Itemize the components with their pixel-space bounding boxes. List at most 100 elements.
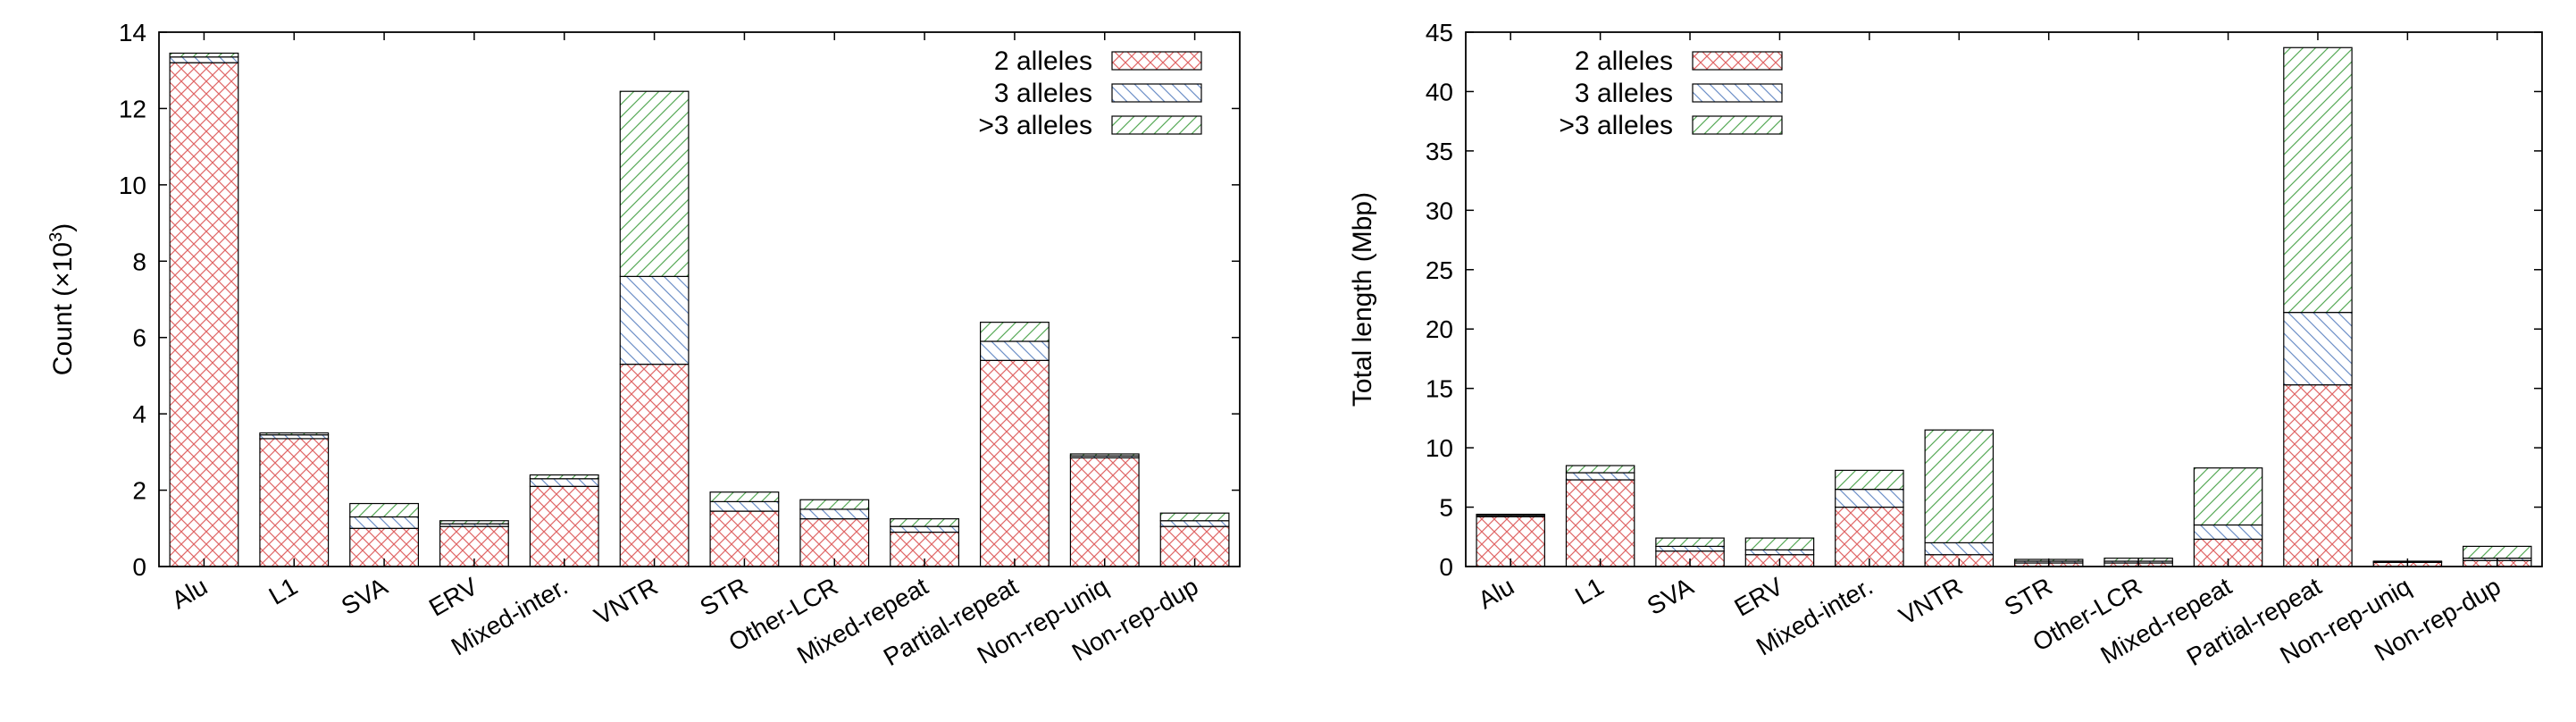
- bar-mixed-inter-3-alleles: [1835, 489, 1904, 508]
- y-tick-label: 0: [1439, 553, 1453, 581]
- bar-partial-repeat-3-alleles: [979, 340, 1050, 361]
- legend-label-2-alleles: 2 alleles: [994, 46, 1092, 76]
- legend-label-2-alleles: 2 alleles: [1575, 46, 1673, 76]
- bar-non-rep-uniq-3-alleles: [1069, 453, 1140, 457]
- bar-partial-repeat-3-alleles: [979, 322, 1050, 342]
- bar-mixed-repeat-3-alleles: [2193, 524, 2263, 541]
- x-tick-label: SVA: [1643, 572, 1699, 620]
- y-tick-label: 25: [1426, 256, 1453, 284]
- y-tick-label: 10: [119, 172, 146, 199]
- bar-non-rep-dup-3-alleles: [1159, 512, 1230, 522]
- bar-alu-2-alleles: [169, 62, 239, 567]
- bar-erv-3-alleles: [1744, 549, 1815, 556]
- legend-swatch-2-alleles: [1692, 51, 1783, 71]
- bar-non-rep-uniq-2-alleles: [1069, 457, 1140, 567]
- bar-sva-3-alleles: [1655, 537, 1725, 548]
- bar-sva-3-alleles: [1655, 545, 1725, 552]
- x-tick-label: ERV: [424, 572, 482, 622]
- bar-vntr-3-alleles: [619, 275, 690, 365]
- x-tick-label: STR: [695, 572, 752, 621]
- bar-other-lcr-3-alleles: [799, 508, 870, 520]
- x-tick-label: Alu: [1474, 572, 1519, 614]
- y-tick-label: 2: [132, 477, 146, 505]
- legend-label-3-alleles: 3 alleles: [1575, 79, 1673, 108]
- bar-mixed-repeat-3-alleles: [890, 518, 959, 527]
- y-tick-label: 4: [132, 400, 146, 428]
- bar-alu-3-alleles: [169, 56, 239, 63]
- bar-vntr-3-alleles: [1924, 429, 1995, 544]
- x-tick-label: STR: [2000, 572, 2057, 621]
- bar-mixed-repeat-3-alleles: [2193, 467, 2263, 526]
- x-tick-label: ERV: [1730, 572, 1788, 622]
- plot-frame: [158, 31, 1241, 567]
- bar-mixed-inter-2-alleles: [1835, 506, 1904, 567]
- bar-l1-2-alleles: [1565, 479, 1635, 567]
- bar-vntr-3-alleles: [619, 90, 690, 277]
- bar-str-2-alleles: [709, 510, 780, 567]
- y-tick-label: 5: [1439, 494, 1453, 522]
- bar-vntr-3-alleles: [1924, 542, 1995, 556]
- bar-non-rep-dup-3-alleles: [2463, 545, 2532, 559]
- y-tick-label: 0: [132, 553, 146, 581]
- bar-erv-3-alleles: [439, 520, 509, 525]
- bar-alu-2-alleles: [1476, 516, 1545, 567]
- y-axis-label: Count (×103): [46, 223, 78, 375]
- y-tick-label: 40: [1426, 78, 1453, 105]
- bar-mixed-inter-3-alleles: [529, 474, 599, 480]
- legend-swatch-3-alleles: [1692, 115, 1783, 135]
- legend-label-3-alleles: >3 alleles: [1559, 111, 1673, 140]
- bar-str-3-alleles: [709, 491, 780, 502]
- legend-swatch-3-alleles: [1111, 115, 1202, 135]
- bar-sva-3-alleles: [349, 502, 419, 518]
- y-tick-label: 14: [119, 19, 146, 46]
- bar-l1-3-alleles: [1565, 465, 1635, 474]
- bar-alu-3-alleles: [169, 52, 239, 58]
- bar-mixed-inter-2-alleles: [529, 485, 599, 567]
- x-tick-label: Alu: [167, 572, 213, 614]
- bar-l1-3-alleles: [1565, 472, 1635, 481]
- legend-swatch-3-alleles: [1692, 83, 1783, 103]
- y-tick-label: 8: [132, 248, 146, 275]
- legend-label-3-alleles: 3 alleles: [994, 79, 1092, 108]
- bar-alu-3-alleles: [1476, 513, 1545, 516]
- bar-l1-3-alleles: [259, 432, 330, 436]
- legend-swatch-2-alleles: [1111, 51, 1202, 71]
- legend-label-3-alleles: >3 alleles: [978, 111, 1092, 140]
- y-tick-label: 6: [132, 324, 146, 352]
- plot-frame: [1465, 31, 2543, 567]
- y-tick-label: 30: [1426, 197, 1453, 224]
- bar-mixed-inter-3-alleles: [529, 478, 599, 487]
- y-axis-label: Total length (Mbp): [1348, 192, 1377, 407]
- y-tick-label: 12: [119, 95, 146, 122]
- bar-l1-2-alleles: [259, 438, 330, 567]
- bar-partial-repeat-2-alleles: [979, 359, 1050, 567]
- bar-other-lcr-3-alleles: [799, 499, 870, 510]
- y-tick-label: 35: [1426, 138, 1453, 165]
- bar-vntr-2-alleles: [619, 364, 690, 567]
- bar-sva-3-alleles: [349, 516, 419, 529]
- x-tick-label: VNTR: [1894, 572, 1968, 630]
- bar-str-3-alleles: [709, 500, 780, 512]
- y-tick-label: 20: [1426, 315, 1453, 343]
- bar-mixed-inter-3-alleles: [1835, 469, 1904, 491]
- legend-swatch-3-alleles: [1111, 83, 1202, 103]
- bar-mixed-repeat-3-alleles: [890, 525, 959, 533]
- bar-partial-repeat-2-alleles: [2283, 384, 2353, 567]
- bar-partial-repeat-3-alleles: [2283, 46, 2353, 314]
- y-tick-label: 15: [1426, 375, 1453, 403]
- y-tick-label: 10: [1426, 434, 1453, 462]
- x-tick-label: SVA: [337, 572, 393, 620]
- legend: 2 alleles 3 alleles >3 alleles: [1559, 46, 1783, 140]
- bar-partial-repeat-3-alleles: [2283, 312, 2353, 386]
- bar-erv-3-alleles: [1744, 537, 1815, 550]
- bar-non-rep-dup-3-alleles: [1159, 520, 1230, 527]
- x-tick-label: L1: [1570, 572, 1608, 609]
- y-tick-label: 45: [1426, 19, 1453, 46]
- x-tick-label: L1: [264, 572, 302, 609]
- bar-l1-3-alleles: [259, 434, 330, 440]
- x-tick-label: VNTR: [590, 572, 663, 630]
- legend: 2 alleles 3 alleles >3 alleles: [978, 46, 1202, 140]
